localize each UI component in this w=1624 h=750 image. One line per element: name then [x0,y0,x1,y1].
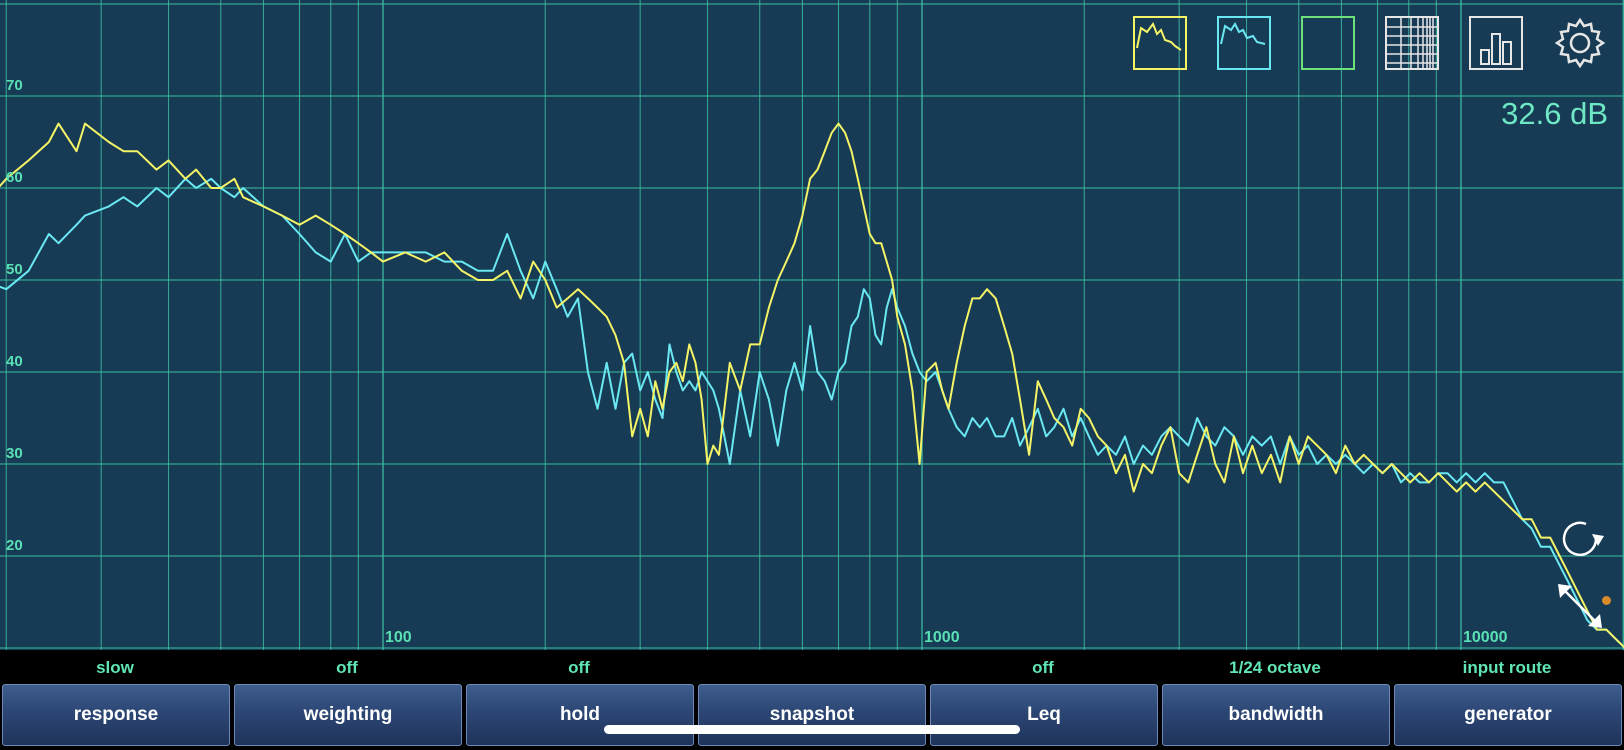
status-dot [1602,596,1611,605]
spectrum-chart [0,0,1624,650]
weighting-status: off [336,658,358,677]
grid-icon[interactable] [1385,16,1439,70]
bandwidth-button[interactable]: bandwidth [1162,684,1390,746]
control-strip: slow off off off 1/24 octave input route… [0,650,1624,750]
spectrum-plot[interactable]: 20 30 40 50 60 70 100 1000 10000 32.6 dB [0,0,1624,650]
gear-icon[interactable] [1553,16,1607,70]
snapshot-button[interactable]: snapshot [698,684,926,746]
y-tick-label: 50 [6,261,23,278]
y-tick-label: 60 [6,169,23,186]
generator-button[interactable]: generator [1394,684,1622,746]
y-tick-label: 40 [6,353,23,370]
y-tick-label: 20 [6,537,23,554]
cyan-trace-icon[interactable] [1217,16,1271,70]
green-trace-icon[interactable] [1301,16,1355,70]
hold-button[interactable]: hold [466,684,694,746]
x-tick-label: 1000 [924,629,960,646]
response-status: slow [96,658,134,677]
y-tick-label: 30 [6,445,23,462]
x-tick-label: 100 [385,629,412,646]
hold-status: off [568,658,590,677]
response-button[interactable]: response [2,684,230,746]
x-tick-label: 10000 [1463,629,1508,646]
weighting-button[interactable]: weighting [234,684,462,746]
refresh-icon[interactable] [1558,514,1608,564]
bandwidth-status: 1/24 octave [1229,658,1321,677]
bar-chart-icon[interactable] [1469,16,1523,70]
cyan-trace-line [0,177,1624,649]
y-tick-label: 70 [6,77,23,94]
home-indicator[interactable] [604,725,1020,734]
leq-button[interactable]: Leq [930,684,1158,746]
yellow-trace-line [0,122,1624,649]
yellow-trace-icon[interactable] [1133,16,1187,70]
resize-icon[interactable] [1556,582,1604,630]
generator-status: input route [1462,658,1552,677]
level-readout: 32.6 dB [1501,96,1608,131]
leq-status: off [1032,658,1054,677]
